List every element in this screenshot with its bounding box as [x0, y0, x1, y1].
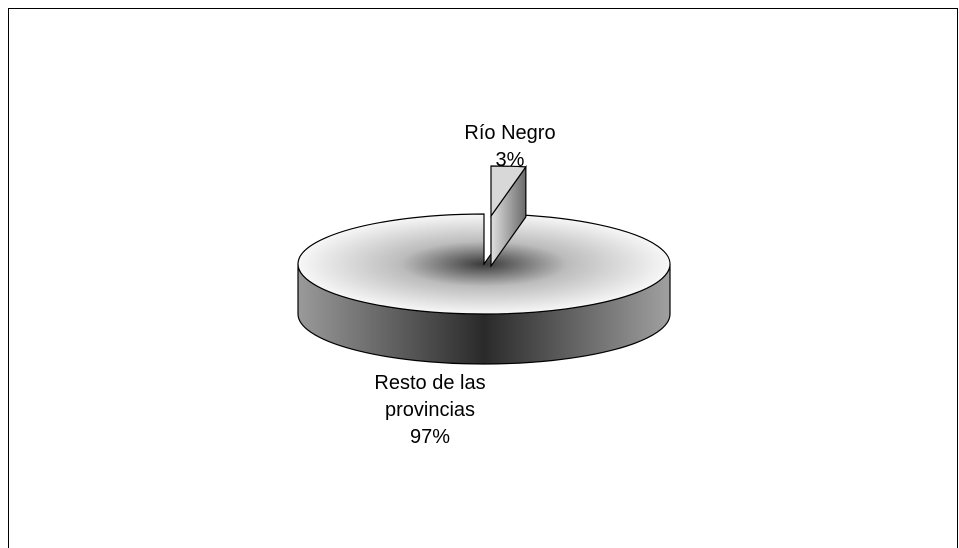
slice-label-rio-negro: Río Negro 3%	[430, 120, 590, 174]
slice-name-line: provincias	[384, 399, 476, 421]
slice-percent: 3%	[495, 149, 525, 171]
slice-label-resto: Resto de las provincias 97%	[340, 370, 520, 451]
slice-name-line: Resto de las	[374, 372, 486, 394]
pie-slice-rio-negro	[490, 165, 527, 218]
slice-name-line: Río Negro	[464, 122, 556, 144]
slice-percent: 97%	[409, 426, 451, 448]
pie-slice-resto	[297, 213, 671, 315]
